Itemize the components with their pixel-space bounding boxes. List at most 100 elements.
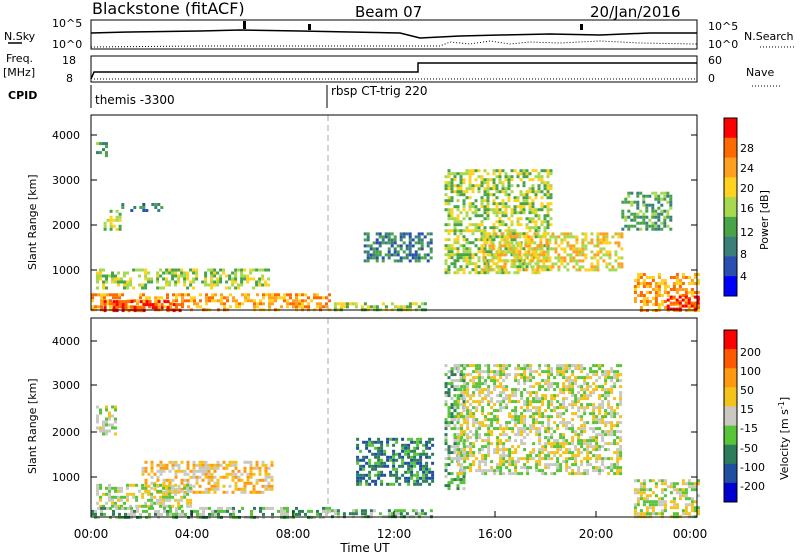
velocity-cell <box>505 439 509 443</box>
power-cell <box>693 301 697 305</box>
velocity-colorbar-swatch <box>724 387 737 407</box>
power-cell <box>506 259 510 263</box>
velocity-cell <box>99 486 102 490</box>
power-cell <box>666 304 670 308</box>
power-cell <box>417 259 421 263</box>
power-cell <box>408 302 412 306</box>
velocity-cell <box>466 382 470 386</box>
power-cell <box>138 274 142 278</box>
velocity-cell <box>517 430 521 434</box>
velocity-cell <box>663 482 667 486</box>
power-cell <box>175 293 178 297</box>
velocity-cell <box>532 397 536 401</box>
velocity-cell <box>574 445 578 449</box>
power-cell <box>672 282 676 285</box>
velocity-cell <box>487 364 491 368</box>
velocity-cell <box>422 479 426 483</box>
velocity-cell <box>243 481 247 485</box>
velocity-cell <box>532 415 536 419</box>
power-cell <box>366 250 370 254</box>
power-cell <box>522 253 526 257</box>
velocity-cell <box>159 495 163 499</box>
velocity-cell <box>583 394 587 398</box>
power-cell <box>159 268 163 272</box>
power-cell <box>139 296 142 300</box>
power-cell <box>105 145 108 149</box>
power-cell <box>112 293 115 297</box>
power-cell <box>533 247 537 251</box>
velocity-cell <box>636 500 640 504</box>
power-cell <box>252 286 256 290</box>
velocity-cell <box>565 427 569 431</box>
velocity-cell <box>330 509 334 513</box>
power-cell <box>540 247 544 251</box>
power-cell <box>366 253 370 257</box>
power-cell <box>184 299 187 303</box>
velocity-cell <box>601 385 605 389</box>
power-cell <box>569 256 573 260</box>
velocity-cell <box>453 415 457 419</box>
power-cell <box>267 277 271 281</box>
velocity-cell <box>556 445 560 449</box>
power-cell <box>459 253 463 257</box>
velocity-cell <box>523 421 527 425</box>
power-cell <box>97 305 100 309</box>
velocity-cell <box>636 488 640 492</box>
velocity-cell <box>547 415 551 419</box>
power-cell <box>584 256 588 260</box>
power-cell <box>453 175 457 179</box>
power-cell <box>492 211 496 215</box>
power-cell <box>234 268 238 272</box>
velocity-cell <box>174 489 178 493</box>
velocity-cell <box>469 397 473 401</box>
power-cell <box>537 256 541 260</box>
power-cell <box>495 214 499 218</box>
power-cell <box>453 265 457 269</box>
velocity-cell <box>478 460 482 464</box>
velocity-cell <box>681 482 685 486</box>
velocity-cell <box>204 460 208 464</box>
power-cell <box>156 286 160 290</box>
velocity-cell <box>592 388 596 392</box>
power-cell <box>507 226 511 230</box>
power-cell <box>100 293 103 297</box>
velocity-cell <box>574 367 578 371</box>
power-cell <box>482 253 486 257</box>
velocity-cell <box>117 486 120 490</box>
velocity-colorbar-swatch <box>724 463 737 484</box>
power-cell <box>477 214 481 218</box>
velocity-cell <box>487 427 491 431</box>
velocity-cell <box>672 512 676 516</box>
velocity-cell <box>478 433 482 437</box>
velocity-cell <box>610 466 614 470</box>
power-cell <box>468 271 472 275</box>
velocity-cell <box>556 394 560 398</box>
power-cell <box>522 202 526 206</box>
power-cell <box>512 259 516 263</box>
power-cell <box>256 293 259 297</box>
velocity-cell <box>684 506 688 510</box>
velocity-cell <box>141 483 145 487</box>
power-cell <box>316 302 319 306</box>
velocity-cell <box>374 446 378 450</box>
velocity-colorbar-swatch <box>724 425 737 446</box>
power-cell <box>617 256 621 260</box>
power-cell <box>123 283 126 287</box>
velocity-cell <box>374 482 378 486</box>
velocity-cell <box>175 509 178 513</box>
velocity-cell <box>99 483 102 487</box>
power-cell <box>645 206 649 210</box>
velocity-cell <box>264 487 268 491</box>
velocity-cell <box>457 460 461 464</box>
velocity-cell <box>168 481 172 485</box>
velocity-cell <box>696 506 700 510</box>
power-cell <box>366 259 370 263</box>
velocity-cell <box>453 439 457 443</box>
velocity-cell <box>541 424 545 428</box>
velocity-cell <box>174 492 178 496</box>
power-cell <box>444 184 448 188</box>
power-cell <box>99 271 102 275</box>
power-cell <box>489 208 493 212</box>
power-cell <box>542 250 546 254</box>
velocity-cell <box>589 391 593 395</box>
